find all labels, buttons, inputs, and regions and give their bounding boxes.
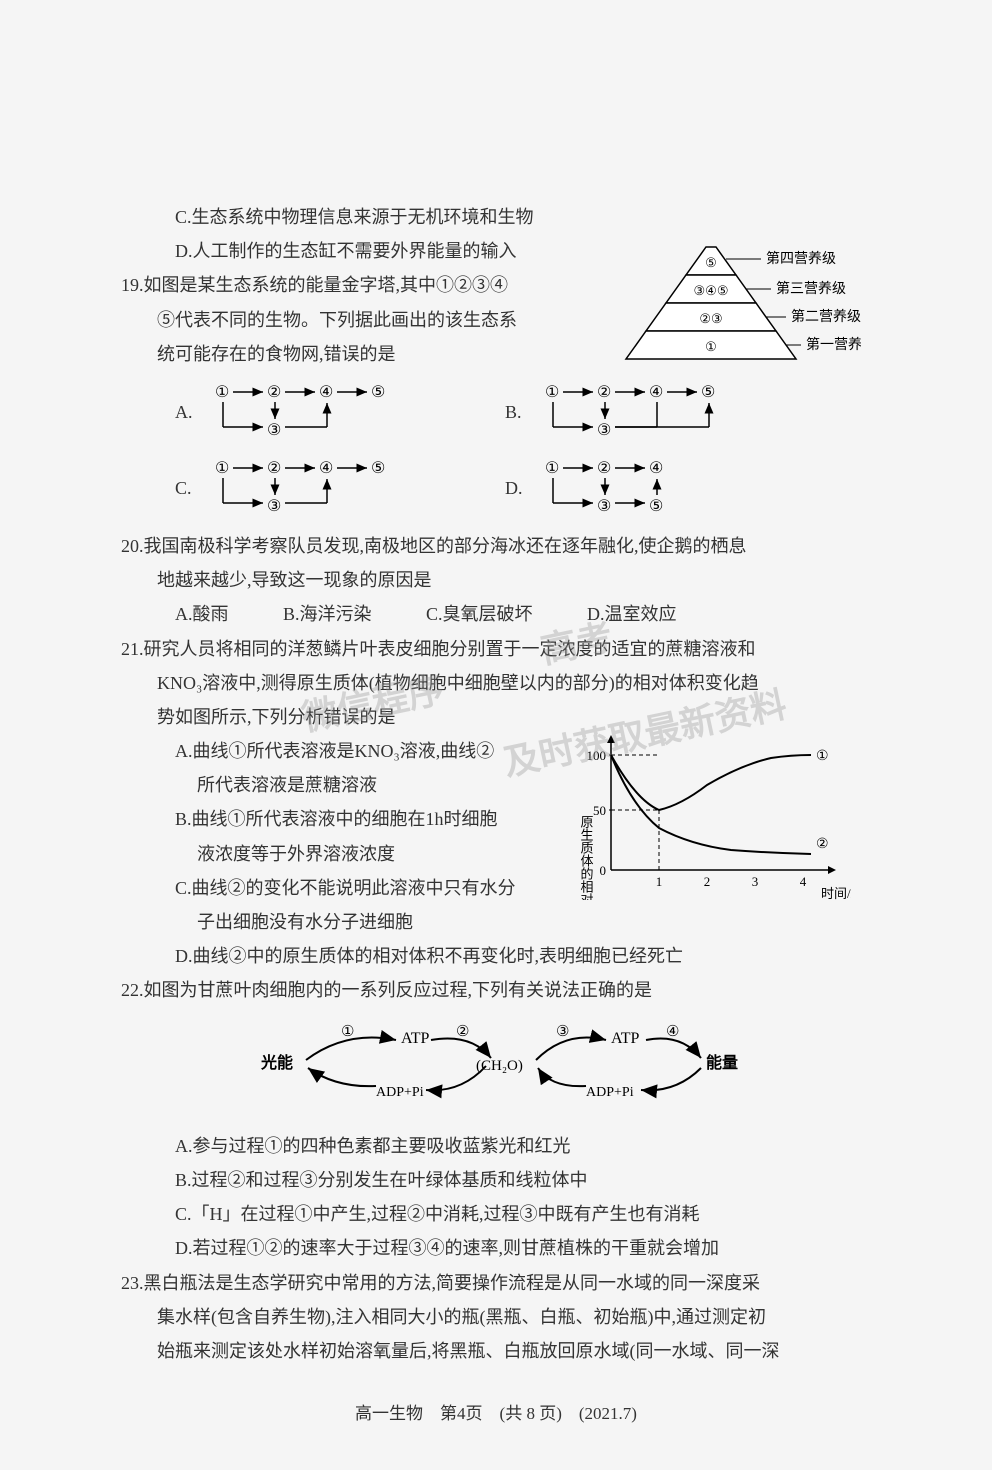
pyr-l1: ⑤ — [705, 255, 717, 270]
q23-line2: 集水样(包含自养生物),注入相同大小的瓶(黑瓶、白瓶、初始瓶)中,通过测定初 — [121, 1300, 871, 1334]
svg-text:④: ④ — [649, 460, 663, 477]
q21-line1: 21.研究人员将相同的洋葱鳞片叶表皮细胞分别置于一定浓度的适宜的蔗糖溶液和 — [121, 632, 871, 666]
svg-text:0: 0 — [600, 863, 607, 878]
ylabel: 原生质体的相对体积/% — [579, 815, 594, 900]
opt-a-label: A. — [175, 395, 205, 429]
svg-text:③: ③ — [597, 422, 611, 439]
svg-text:④: ④ — [319, 384, 333, 401]
q20-a: A.酸雨 — [175, 597, 229, 631]
d22-light: 光能 — [260, 1053, 293, 1072]
q20-options: A.酸雨 B.海洋污染 C.臭氧层破坏 D.温室效应 — [121, 597, 871, 631]
opt-c-label: C. — [175, 471, 205, 505]
d22-atp2: ATP — [611, 1030, 640, 1047]
q20-c: C.臭氧层破坏 — [426, 597, 533, 631]
pyramid-figure: ⑤ ③④⑤ ②③ ① 第四营养级 第三营养级 第二营养级 第一营养级 — [611, 245, 861, 375]
svg-text:④: ④ — [666, 1024, 679, 1040]
svg-text:③: ③ — [267, 422, 281, 439]
q23-line3: 始瓶来测定该处水样初始溶氧量后,将黑瓶、白瓶放回原水域(同一水域、同一深 — [121, 1334, 871, 1368]
d22-atp1: ATP — [401, 1030, 430, 1047]
svg-text:①: ① — [215, 460, 229, 477]
q21-line3: 势如图所示,下列分析错误的是 — [121, 700, 871, 734]
svg-text:⑤: ⑤ — [371, 460, 385, 477]
q21-chart: 0 50 100 1 2 3 4 时间/h 原生质体的相对体积/% ① ② — [571, 730, 851, 900]
svg-text:②: ② — [816, 837, 829, 852]
q22-diagram: 光能 ① ATP ② (CH₂O) ADP+Pi ③ ATP ④ 能量 ADP+… — [121, 1018, 871, 1119]
d22-energy: 能量 — [706, 1053, 738, 1072]
q22-d: D.若过程①②的速率大于过程③④的速率,则甘蔗植株的干重就会增加 — [121, 1231, 871, 1265]
svg-text:②: ② — [267, 384, 281, 401]
q20-line2: 地越来越少,导致这一现象的原因是 — [121, 563, 871, 597]
foodweb-row-ab: A. ① ② ④ ⑤ ③ B. ① ② ④ ⑤ ③ — [121, 377, 871, 447]
svg-text:③: ③ — [556, 1024, 569, 1040]
foodweb-c: ① ② ④ ⑤ ③ — [205, 453, 425, 523]
pyr-l2: ③④⑤ — [694, 283, 729, 298]
exam-page: ⑤ ③④⑤ ②③ ① 第四营养级 第三营养级 第二营养级 第一营养级 C.生态系… — [121, 0, 871, 1470]
svg-text:①: ① — [816, 749, 829, 764]
svg-text:③: ③ — [267, 498, 281, 515]
d22-ch2o: (CH₂O) — [476, 1058, 523, 1074]
svg-text:①: ① — [545, 460, 559, 477]
opt-d-label: D. — [505, 471, 535, 505]
foodweb-b: ① ② ④ ⑤ ③ — [535, 377, 755, 447]
pyr-r1: 第四营养级 — [766, 250, 836, 267]
svg-text:1: 1 — [656, 874, 663, 889]
svg-text:②: ② — [456, 1024, 469, 1040]
q21-d: D.曲线②中的原生质体的相对体积不再变化时,表明细胞已经死亡 — [121, 939, 871, 973]
opt-b-label: B. — [505, 395, 535, 429]
svg-text:③: ③ — [597, 498, 611, 515]
pyr-r3: 第二营养级 — [791, 308, 861, 325]
q22-text: 22.如图为甘蔗叶肉细胞内的一系列反应过程,下列有关说法正确的是 — [121, 973, 871, 1007]
q22-a: A.参与过程①的四种色素都主要吸收蓝紫光和红光 — [121, 1129, 871, 1163]
opt-c: C.生态系统中物理信息来源于无机环境和生物 — [121, 200, 871, 234]
svg-text:⑤: ⑤ — [701, 384, 715, 401]
pyr-r4: 第一营养级 — [806, 336, 861, 353]
q20-b: B.海洋污染 — [283, 597, 372, 631]
foodweb-row-cd: C. ① ② ④ ⑤ ③ D. ① ② ④ ③ ⑤ — [121, 453, 871, 523]
svg-text:①: ① — [545, 384, 559, 401]
svg-text:50: 50 — [593, 803, 606, 818]
pyr-r2: 第三营养级 — [776, 280, 846, 297]
svg-text:⑤: ⑤ — [649, 498, 663, 515]
d22-adp1: ADP+Pi — [376, 1085, 424, 1100]
svg-text:②: ② — [267, 460, 281, 477]
svg-text:⑤: ⑤ — [371, 384, 385, 401]
xlabel: 时间/h — [821, 886, 851, 900]
svg-text:④: ④ — [649, 384, 663, 401]
q21-c2: 子出细胞没有水分子进细胞 — [121, 905, 871, 939]
svg-text:②: ② — [597, 384, 611, 401]
svg-text:①: ① — [215, 384, 229, 401]
svg-text:2: 2 — [704, 874, 711, 889]
q23-line1: 23.黑白瓶法是生态学研究中常用的方法,简要操作流程是从同一水域的同一深度采 — [121, 1266, 871, 1300]
q20-d: D.温室效应 — [587, 597, 677, 631]
svg-text:3: 3 — [752, 874, 759, 889]
q21-line2: KNO₃溶液中,测得原生质体(植物细胞中细胞壁以内的部分)的相对体积变化趋 — [121, 666, 871, 700]
svg-text:④: ④ — [319, 460, 333, 477]
svg-text:4: 4 — [800, 874, 807, 889]
pyr-l3: ②③ — [699, 311, 722, 326]
pyr-l4: ① — [705, 339, 717, 354]
q22-c: C.「H」在过程①中产生,过程②中消耗,过程③中既有产生也有消耗 — [121, 1197, 871, 1231]
q20-line1: 20.我国南极科学考察队员发现,南极地区的部分海冰还在逐年融化,使企鹅的栖息 — [121, 529, 871, 563]
svg-text:②: ② — [597, 460, 611, 477]
svg-text:100: 100 — [587, 748, 607, 763]
d22-adp2: ADP+Pi — [586, 1085, 634, 1100]
q22-b: B.过程②和过程③分别发生在叶绿体基质和线粒体中 — [121, 1163, 871, 1197]
foodweb-a: ① ② ④ ⑤ ③ — [205, 377, 425, 447]
svg-text:①: ① — [341, 1024, 354, 1040]
foodweb-d: ① ② ④ ③ ⑤ — [535, 453, 755, 523]
